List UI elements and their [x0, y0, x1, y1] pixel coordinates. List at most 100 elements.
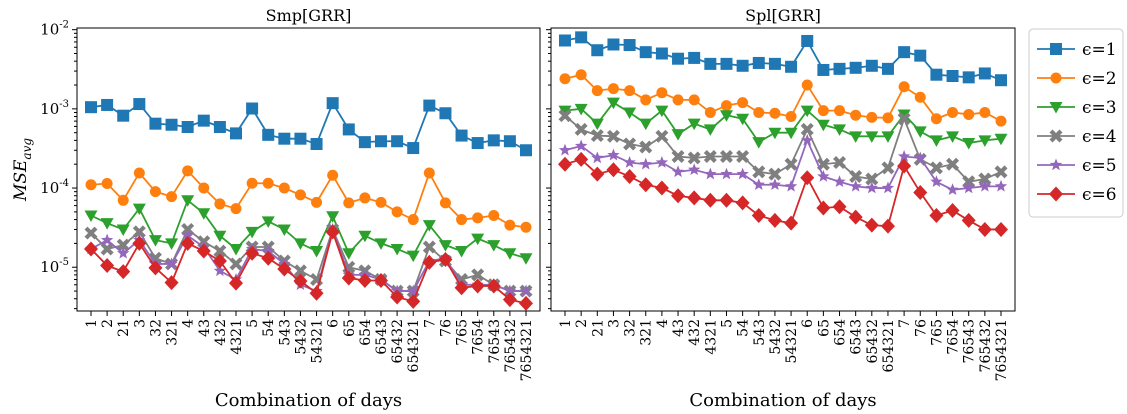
data-point-eps-3 — [768, 127, 782, 140]
data-point-eps-1 — [672, 52, 685, 65]
data-point-eps-2 — [327, 169, 339, 181]
data-point-eps-3 — [503, 248, 517, 260]
data-point-eps-4 — [849, 169, 863, 183]
data-point-eps-6 — [84, 241, 98, 257]
data-point-eps-6 — [929, 208, 944, 224]
data-point-eps-6 — [148, 260, 163, 276]
x-tick-label: 65 — [342, 319, 358, 337]
data-point-eps-1 — [607, 38, 620, 51]
data-point-eps-1 — [487, 134, 500, 147]
data-point-eps-6 — [606, 162, 621, 178]
data-point-eps-1 — [849, 61, 862, 74]
x-tick-label: 4 — [181, 319, 197, 328]
data-point-eps-6 — [897, 158, 912, 174]
x-tick-label: 543 — [752, 319, 768, 346]
data-point-eps-2 — [607, 83, 619, 95]
data-point-eps-2 — [882, 112, 894, 124]
x-tick-label: 43 — [197, 319, 213, 337]
data-point-eps-2 — [504, 219, 516, 231]
legend-marker-eps-6 — [1049, 186, 1063, 202]
data-point-eps-5 — [688, 163, 701, 176]
data-point-eps-1 — [817, 63, 830, 76]
data-point-eps-6 — [357, 272, 372, 288]
data-point-eps-1 — [246, 102, 259, 115]
left-panel-smp-grr: Smp[GRR] Combination of days 10-5 10-4 10-3 1… — [11, 6, 541, 411]
data-point-eps-4 — [736, 150, 750, 164]
data-point-eps-5 — [865, 181, 878, 194]
data-point-eps-5 — [591, 151, 604, 164]
data-point-eps-2 — [149, 186, 161, 198]
x-tick-label: 654 — [358, 319, 374, 346]
data-point-eps-1 — [768, 57, 781, 70]
data-point-eps-6 — [100, 258, 115, 274]
data-point-eps-6 — [390, 289, 405, 305]
x-tick-label: 32 — [623, 319, 639, 337]
data-point-eps-6 — [325, 224, 340, 240]
data-point-eps-4 — [833, 156, 847, 170]
data-point-eps-4 — [574, 122, 588, 136]
plot-area-frame — [550, 27, 1016, 312]
data-point-eps-2 — [769, 107, 781, 119]
data-point-eps-1 — [197, 114, 210, 127]
data-point-eps-3 — [165, 238, 179, 250]
x-tick-label: 4 — [655, 319, 671, 328]
y-axis-label: MSEavg — [11, 138, 34, 202]
data-point-eps-2 — [979, 106, 991, 118]
x-tick-label: 65 — [816, 319, 832, 337]
data-point-eps-6 — [454, 280, 469, 296]
x-tick-label: 2 — [574, 319, 590, 328]
data-point-eps-4 — [84, 226, 98, 240]
data-point-eps-1 — [471, 137, 484, 150]
data-point-eps-6 — [703, 192, 718, 208]
data-point-eps-6 — [196, 243, 211, 259]
data-point-eps-2 — [688, 94, 700, 106]
data-point-eps-6 — [784, 215, 799, 231]
data-point-eps-1 — [655, 47, 668, 60]
x-tick-label: 432 — [213, 319, 229, 346]
data-point-eps-6 — [374, 272, 388, 288]
x-tick-label: 432 — [687, 319, 703, 346]
data-point-eps-3 — [487, 240, 501, 252]
data-point-eps-5 — [558, 143, 572, 156]
data-point-eps-6 — [816, 200, 831, 216]
data-point-eps-6 — [502, 292, 517, 308]
data-point-eps-3 — [148, 235, 162, 247]
data-point-eps-2 — [198, 182, 210, 194]
data-point-eps-6 — [719, 192, 734, 208]
data-point-eps-1 — [439, 107, 452, 120]
data-point-eps-2 — [182, 165, 194, 177]
data-point-eps-3 — [213, 230, 227, 243]
data-point-eps-6 — [832, 199, 847, 215]
data-point-eps-6 — [341, 270, 356, 286]
x-tick-label: 6543 — [849, 319, 865, 355]
data-point-eps-3 — [181, 195, 195, 207]
data-point-eps-6 — [622, 168, 637, 184]
data-point-eps-5 — [930, 175, 943, 188]
data-point-eps-2 — [672, 94, 684, 106]
x-tick-label: 54321 — [310, 319, 326, 364]
data-point-eps-2 — [488, 210, 500, 222]
x-tick-label: 54321 — [784, 319, 800, 364]
data-point-eps-5 — [639, 157, 652, 170]
data-point-eps-5 — [801, 133, 814, 146]
data-point-eps-1 — [575, 31, 588, 44]
data-point-eps-4 — [687, 151, 701, 165]
data-point-eps-5 — [914, 151, 927, 164]
data-point-eps-1 — [704, 57, 717, 70]
legend-label-eps-1: ϵ=1 — [1082, 40, 1117, 60]
data-point-eps-5 — [407, 284, 420, 297]
x-tick-label: 6543 — [374, 319, 390, 355]
data-point-eps-3 — [261, 216, 275, 228]
data-point-eps-4 — [116, 238, 130, 252]
x-tick-label: 21 — [116, 319, 132, 337]
data-point-eps-3 — [897, 109, 911, 121]
data-point-eps-1 — [865, 59, 878, 72]
data-point-eps-4 — [897, 112, 911, 126]
x-tick-label: 5432 — [293, 319, 309, 355]
x-tick-label: 5 — [245, 319, 261, 328]
data-point-eps-6 — [864, 217, 879, 233]
x-tick-label: 654321 — [406, 319, 422, 372]
series-line-eps-3 — [90, 198, 527, 260]
data-point-eps-4 — [422, 240, 436, 254]
